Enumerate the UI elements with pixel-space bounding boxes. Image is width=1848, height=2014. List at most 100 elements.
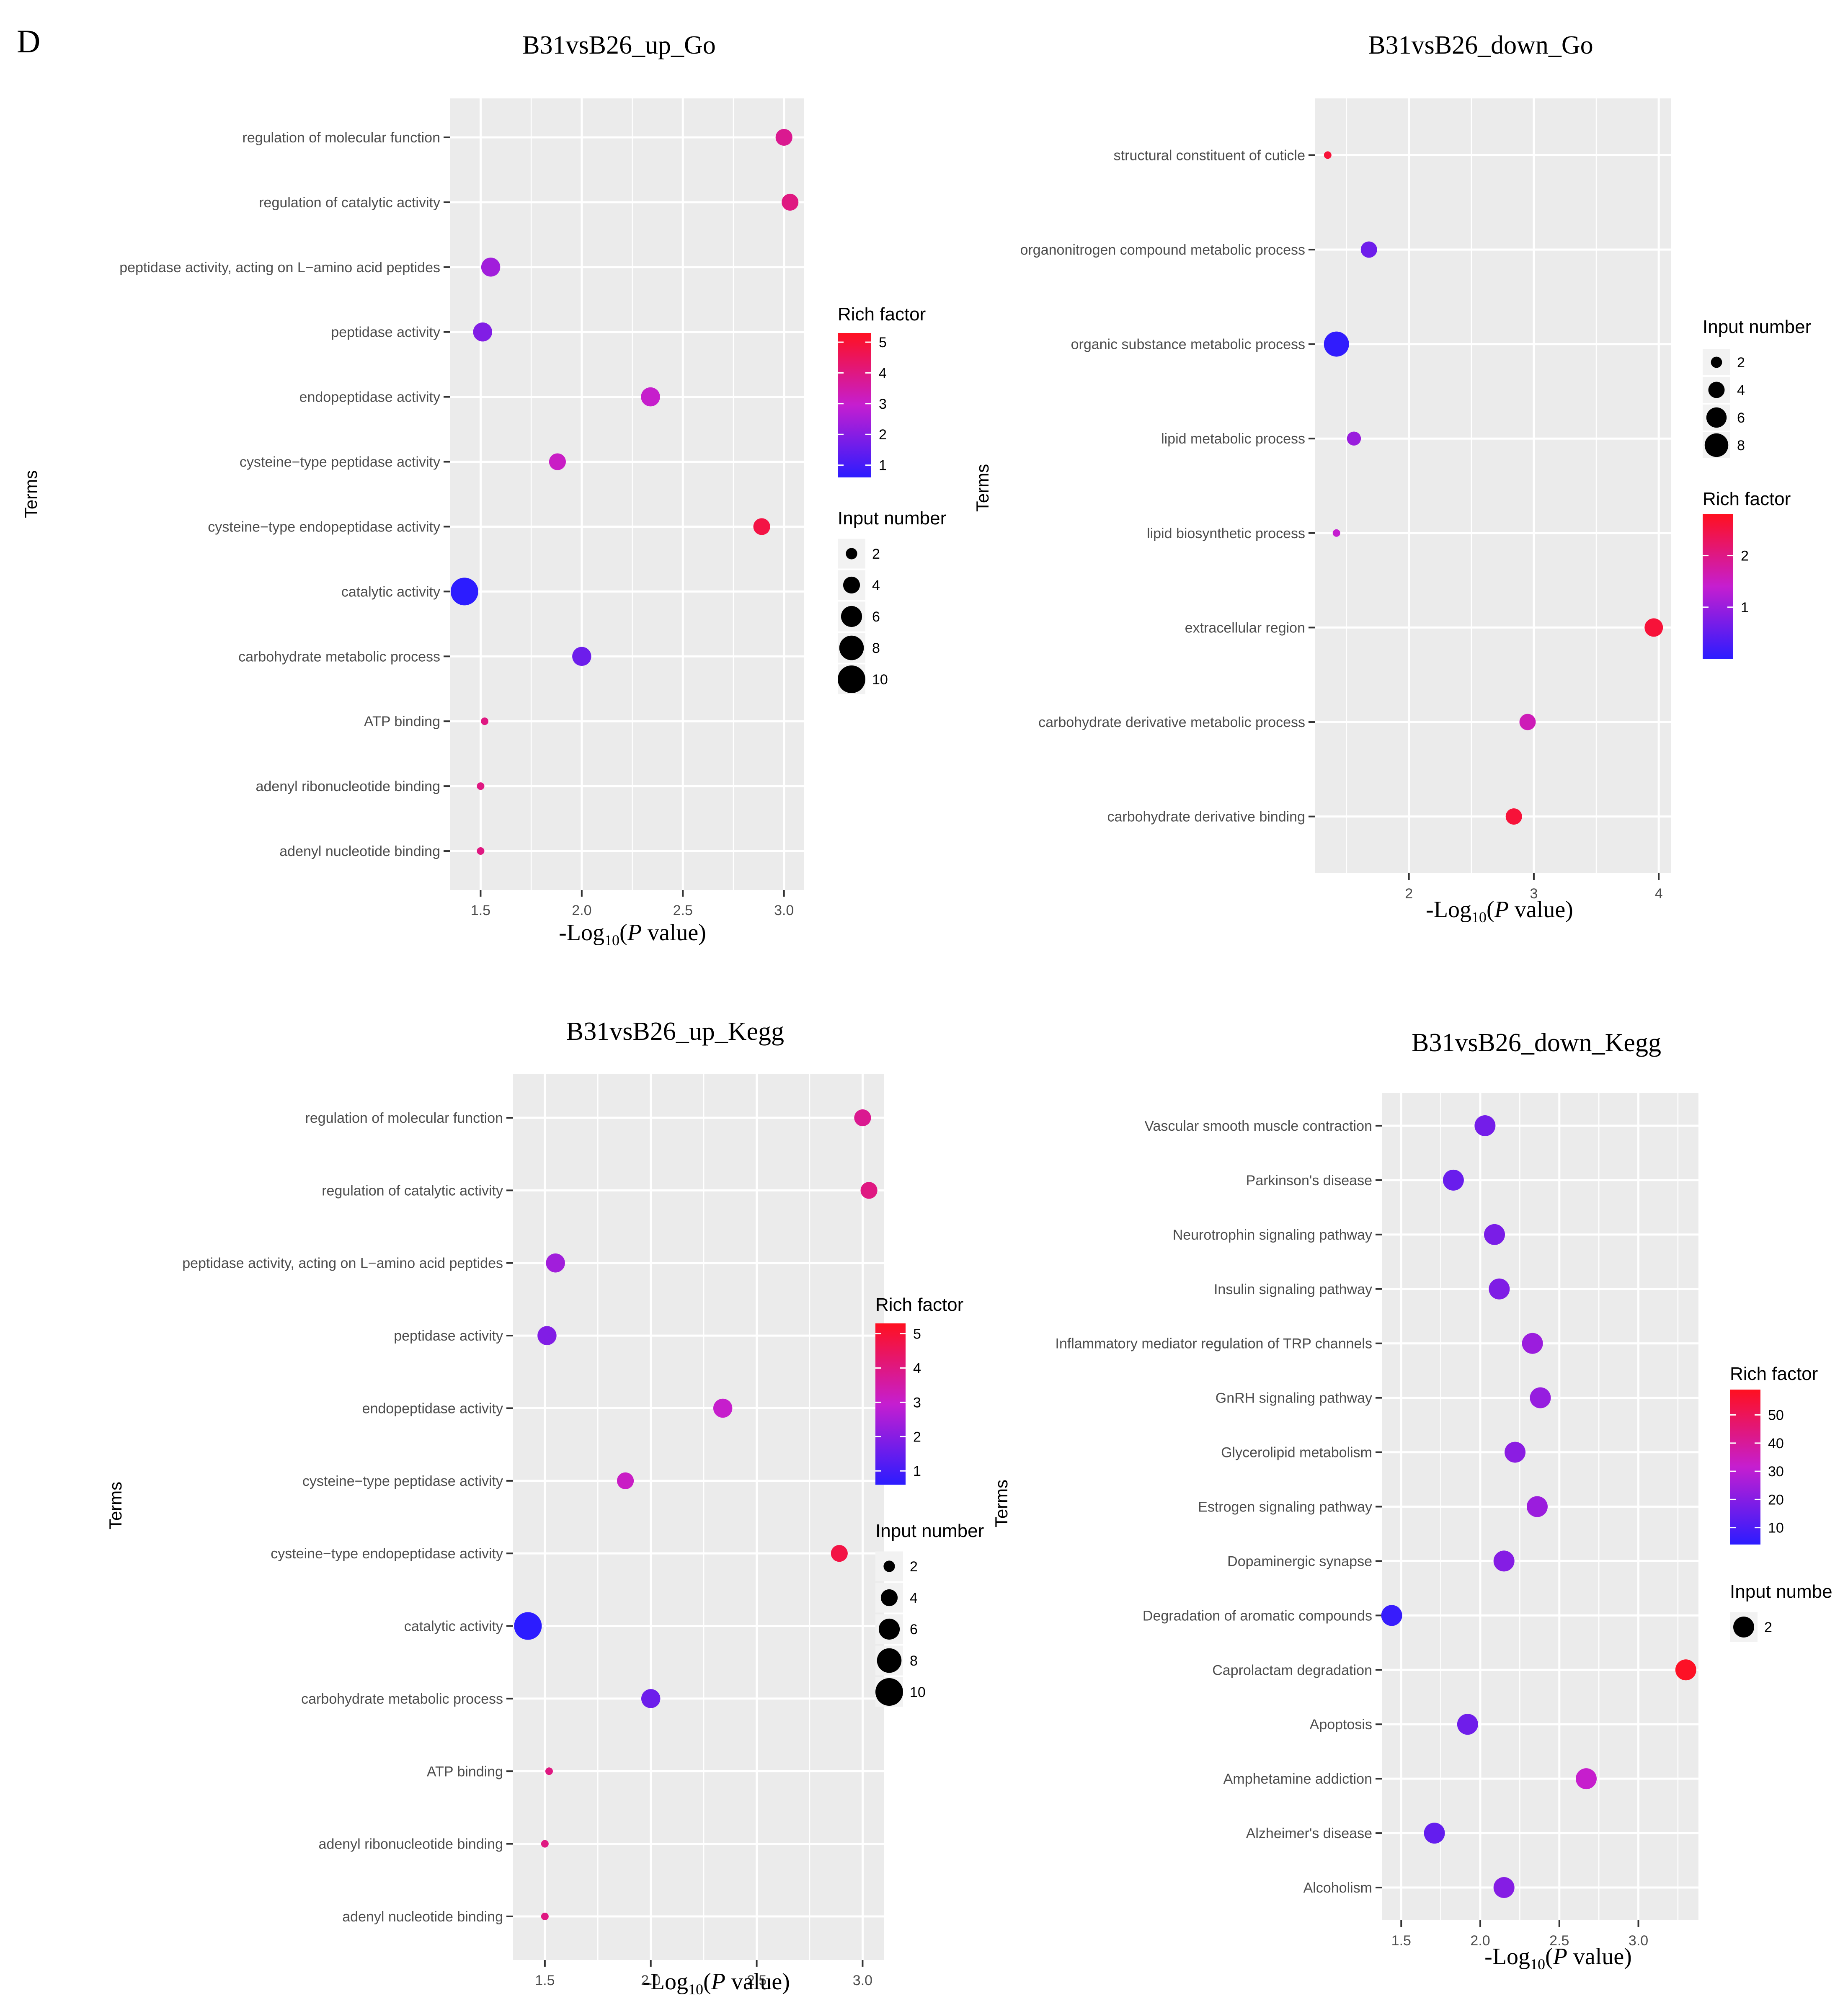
plot-panel [513, 1074, 884, 1960]
x-axis-label-part: ( [703, 1969, 711, 1995]
bubble [1526, 1496, 1548, 1517]
term-label: adenyl nucleotide binding [342, 1909, 503, 1925]
x-axis-label-part: -Log [559, 920, 604, 946]
chart-title: B31vsB26_down_Go [1368, 31, 1593, 59]
term-label: lipid metabolic process [1161, 431, 1305, 447]
term-label: regulation of molecular function [243, 130, 441, 146]
term-label: Dopaminergic synapse [1227, 1553, 1372, 1569]
term-label: cysteine−type endopeptidase activity [271, 1546, 503, 1562]
size-legend-dot [838, 665, 865, 693]
bubble [1324, 151, 1332, 159]
size-legend-title: Input number [875, 1521, 984, 1541]
size-legend-dot [1711, 356, 1722, 368]
term-label: adenyl ribonucleotide binding [256, 779, 440, 794]
term-label: Estrogen signaling pathway [1198, 1499, 1372, 1515]
bubble [1675, 1659, 1696, 1681]
chart-title: B31vsB26_down_Kegg [1412, 1029, 1661, 1057]
bubble [541, 1912, 549, 1920]
bubble [1489, 1278, 1510, 1300]
x-tick-label: 1.5 [535, 1973, 555, 1988]
color-legend-label: 3 [879, 396, 887, 412]
term-label: cysteine−type endopeptidase activity [208, 519, 440, 535]
term-label: catalytic activity [341, 584, 440, 600]
size-legend-label: 6 [1737, 410, 1745, 426]
color-legend-label: 5 [879, 335, 887, 351]
plot-panel [450, 98, 804, 890]
bubble [514, 1612, 542, 1640]
x-axis-label: -Log10(P value) [559, 920, 706, 949]
term-label: Alzheimer's disease [1246, 1826, 1372, 1841]
size-legend-label: 8 [872, 640, 880, 656]
bubble [782, 193, 799, 211]
size-legend-dot [883, 1560, 895, 1572]
bubble [1424, 1823, 1445, 1844]
term-label: adenyl nucleotide binding [279, 843, 440, 859]
x-axis-label-part: value) [1509, 897, 1573, 923]
bubble [537, 1326, 557, 1345]
x-axis-label-part: P [711, 1969, 725, 1995]
color-legend-label: 30 [1768, 1464, 1784, 1480]
size-legend-label: 2 [1764, 1619, 1772, 1635]
color-legend-label: 20 [1768, 1492, 1784, 1508]
term-label: GnRH signaling pathway [1216, 1390, 1372, 1406]
color-bar [838, 333, 871, 477]
bubble [1644, 618, 1663, 637]
x-axis-label-part: ( [619, 920, 627, 946]
bubble [713, 1398, 733, 1418]
color-legend-label: 2 [1741, 548, 1749, 564]
term-label: Parkinson's disease [1246, 1173, 1372, 1189]
term-label: Glycerolipid metabolism [1221, 1445, 1372, 1461]
term-label: regulation of catalytic activity [259, 195, 440, 211]
bubble [1493, 1550, 1515, 1572]
bubble [481, 717, 489, 725]
x-axis-label-part: P [1494, 897, 1509, 923]
x-axis-label-part: -Log [643, 1969, 688, 1995]
x-axis-label-part: ( [1487, 897, 1494, 923]
color-legend-title: Rich factor [838, 304, 926, 325]
term-label: peptidase activity, acting on L−amino ac… [182, 1256, 503, 1271]
bubble [450, 578, 478, 606]
bubble [641, 387, 660, 407]
bubble [1522, 1333, 1543, 1354]
bubble [1530, 1387, 1551, 1408]
size-legend-label: 6 [910, 1622, 918, 1638]
bubble [641, 1689, 661, 1708]
color-legend-label: 50 [1768, 1408, 1784, 1423]
size-legend-dot [875, 1678, 903, 1706]
size-legend-dot [880, 1589, 898, 1607]
term-label: adenyl ribonucleotide binding [319, 1836, 503, 1852]
x-axis-label-part: -Log [1426, 897, 1471, 923]
bubble [546, 1253, 565, 1273]
x-tick-label: 3.0 [1629, 1933, 1648, 1949]
term-label: Caprolactam degradation [1212, 1662, 1372, 1678]
color-legend-label: 10 [1768, 1520, 1784, 1536]
term-label: structural constituent of cuticle [1114, 147, 1305, 163]
term-label: Degradation of aromatic compounds [1143, 1608, 1372, 1624]
size-legend-label: 8 [910, 1653, 918, 1669]
bubble [1324, 331, 1349, 357]
bubble [831, 1545, 848, 1562]
size-legend-dot [1733, 1617, 1754, 1638]
x-axis-label-part: P [627, 920, 642, 946]
bubble [477, 782, 485, 790]
color-bar [1703, 514, 1733, 659]
term-label: lipid biosynthetic process [1147, 526, 1305, 542]
x-tick-label: 2 [1405, 886, 1413, 902]
x-axis-label: -Log10(P value) [643, 1969, 790, 1998]
x-tick-label: 3.0 [853, 1973, 872, 1988]
bubble [477, 847, 485, 855]
term-label: extracellular region [1185, 620, 1305, 636]
size-legend-title: Input numbe [1730, 1581, 1833, 1602]
term-label: carbohydrate metabolic process [238, 649, 440, 665]
size-legend-dot [846, 548, 857, 560]
bubble [541, 1840, 549, 1848]
bubble [617, 1472, 634, 1489]
x-axis-label-part: 10 [604, 932, 619, 949]
chart-up_go: 1.5 2.0 2.5 3.0 regulation of molecular func… [21, 31, 946, 949]
term-label: Amphetamine addiction [1223, 1771, 1372, 1787]
term-label: Inflammatory mediator regulation of TRP … [1055, 1336, 1372, 1352]
size-legend-title: Input number [838, 508, 946, 529]
color-bar [875, 1323, 906, 1485]
